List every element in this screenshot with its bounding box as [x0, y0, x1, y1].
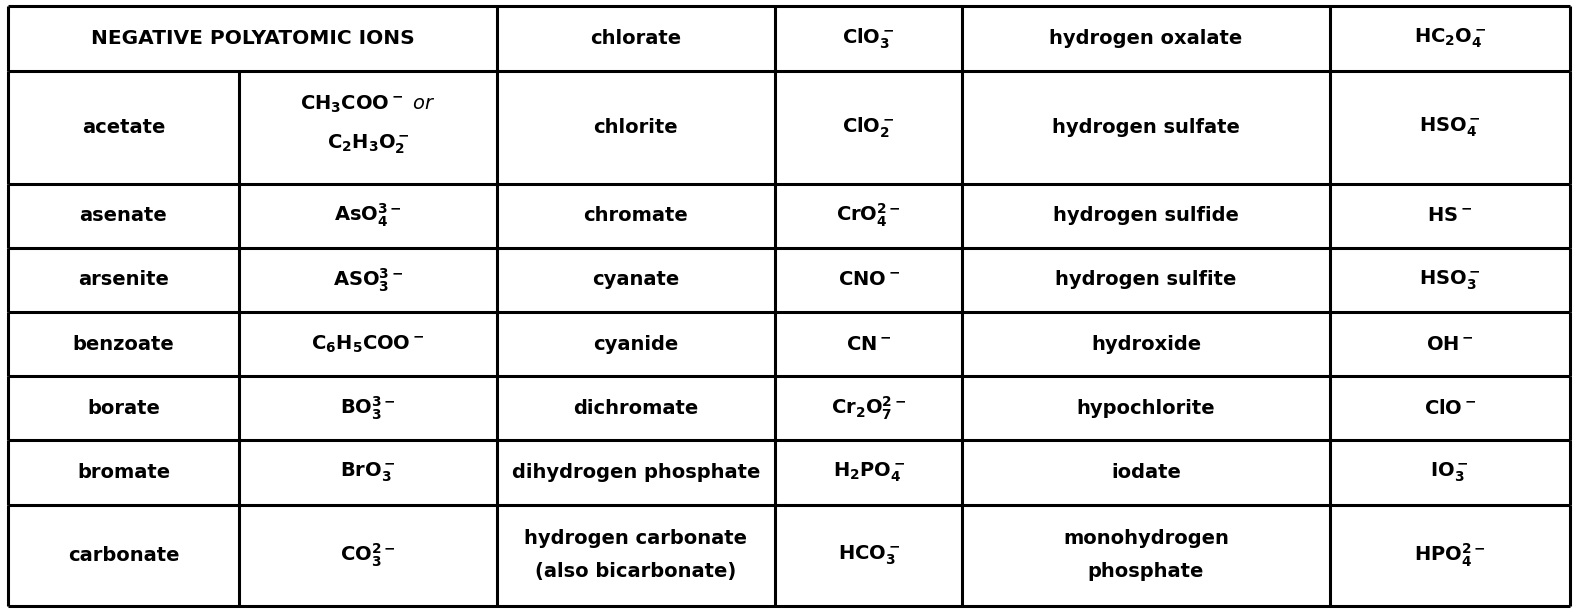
Text: $\mathbf{AsO_4^{3-}}$: $\mathbf{AsO_4^{3-}}$	[335, 202, 402, 230]
Text: $\mathbf{IO_3^-}$: $\mathbf{IO_3^-}$	[1431, 461, 1469, 484]
Text: cyanate: cyanate	[592, 271, 680, 289]
Text: $\mathbf{HCO_3^-}$: $\mathbf{HCO_3^-}$	[838, 543, 899, 567]
Text: hydroxide: hydroxide	[1090, 335, 1201, 354]
Text: phosphate: phosphate	[1087, 562, 1204, 581]
Text: benzoate: benzoate	[73, 335, 175, 354]
Text: chlorate: chlorate	[590, 29, 682, 48]
Text: $\mathbf{HPO_4^{2-}}$: $\mathbf{HPO_4^{2-}}$	[1414, 542, 1485, 569]
Text: iodate: iodate	[1111, 463, 1180, 482]
Text: asenate: asenate	[79, 206, 167, 225]
Text: $\mathbf{C_2H_3O_2^-}$: $\mathbf{C_2H_3O_2^-}$	[327, 133, 409, 156]
Text: $\mathbf{ClO_2^-}$: $\mathbf{ClO_2^-}$	[843, 115, 895, 140]
Text: acetate: acetate	[82, 118, 166, 136]
Text: $\mathbf{CrO_4^{2-}}$: $\mathbf{CrO_4^{2-}}$	[836, 202, 901, 230]
Text: $\mathbf{ASO_3^{3-}}$: $\mathbf{ASO_3^{3-}}$	[333, 266, 402, 294]
Text: carbonate: carbonate	[68, 546, 180, 565]
Text: $\mathbf{C_6H_5COO^-}$: $\mathbf{C_6H_5COO^-}$	[311, 334, 424, 355]
Text: chlorite: chlorite	[593, 118, 679, 136]
Text: hydrogen sulfite: hydrogen sulfite	[1056, 271, 1237, 289]
Text: (also bicarbonate): (also bicarbonate)	[535, 562, 737, 581]
Text: bromate: bromate	[77, 463, 170, 482]
Text: $\mathbf{Cr_2O_7^{2-}}$: $\mathbf{Cr_2O_7^{2-}}$	[832, 395, 906, 422]
Text: $\mathbf{HS^-}$: $\mathbf{HS^-}$	[1427, 206, 1472, 225]
Text: $\mathbf{BO_3^{3-}}$: $\mathbf{BO_3^{3-}}$	[341, 395, 396, 422]
Text: chromate: chromate	[584, 206, 688, 225]
Text: $\mathbf{CO_3^{2-}}$: $\mathbf{CO_3^{2-}}$	[341, 542, 396, 569]
Text: monohydrogen: monohydrogen	[1064, 529, 1229, 548]
Text: cyanide: cyanide	[593, 335, 679, 354]
Text: arsenite: arsenite	[77, 271, 169, 289]
Text: $\mathbf{CNO^-}$: $\mathbf{CNO^-}$	[838, 271, 899, 289]
Text: $\mathbf{CH_3COO^-}$ $\it{or}$: $\mathbf{CH_3COO^-}$ $\it{or}$	[300, 94, 436, 114]
Text: dihydrogen phosphate: dihydrogen phosphate	[511, 463, 761, 482]
Text: NEGATIVE POLYATOMIC IONS: NEGATIVE POLYATOMIC IONS	[90, 29, 415, 48]
Text: hydrogen sulfate: hydrogen sulfate	[1053, 118, 1240, 136]
Text: $\mathbf{H_2PO_4^-}$: $\mathbf{H_2PO_4^-}$	[833, 461, 904, 484]
Text: $\mathbf{HSO_3^-}$: $\mathbf{HSO_3^-}$	[1419, 268, 1480, 292]
Text: $\mathbf{HC_2O_4^-}$: $\mathbf{HC_2O_4^-}$	[1414, 27, 1486, 50]
Text: dichromate: dichromate	[573, 399, 699, 418]
Text: $\mathbf{HSO_4^-}$: $\mathbf{HSO_4^-}$	[1419, 116, 1480, 139]
Text: hydrogen carbonate: hydrogen carbonate	[524, 529, 748, 548]
Text: $\mathbf{BrO_3^-}$: $\mathbf{BrO_3^-}$	[339, 461, 396, 484]
Text: $\mathbf{ClO^-}$: $\mathbf{ClO^-}$	[1423, 399, 1475, 418]
Text: $\mathbf{CN^-}$: $\mathbf{CN^-}$	[846, 335, 892, 354]
Text: hydrogen sulfide: hydrogen sulfide	[1053, 206, 1239, 225]
Text: borate: borate	[87, 399, 159, 418]
Text: $\mathbf{ClO_3^-}$: $\mathbf{ClO_3^-}$	[843, 26, 895, 51]
Text: $\mathbf{OH^-}$: $\mathbf{OH^-}$	[1427, 335, 1474, 354]
Text: hydrogen oxalate: hydrogen oxalate	[1049, 29, 1242, 48]
Text: hypochlorite: hypochlorite	[1076, 399, 1215, 418]
